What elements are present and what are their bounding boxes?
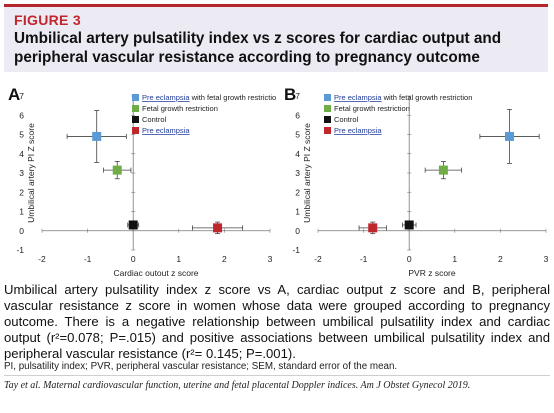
panel-letter: A: [8, 85, 20, 104]
x-tick-label: 0: [131, 254, 136, 264]
y-tick-label: 3: [19, 168, 24, 178]
x-axis-title: Cardiac outout z score: [113, 268, 198, 278]
data-point: [505, 131, 515, 141]
data-point: [404, 220, 414, 230]
legend-swatch: [132, 94, 139, 101]
figure-header: FIGURE 3 Umbilical artery pulsatility in…: [4, 4, 548, 72]
caption-text: Umbilical artery pulsatility index z sco…: [4, 282, 550, 361]
legend-swatch: [324, 127, 331, 134]
x-axis-title: PVR z score: [408, 268, 456, 278]
x-tick-label: 2: [498, 254, 503, 264]
legend-swatch: [132, 116, 139, 123]
y-tick-label: 1: [19, 207, 24, 217]
legend-label: Fetal growth restriction: [334, 104, 410, 113]
y-tick-label: -1: [16, 245, 24, 255]
legend-swatch: [324, 94, 331, 101]
x-tick-label: 2: [222, 254, 227, 264]
panel-letter: B: [284, 85, 296, 104]
y-axis-title: Umbilical artery PI Z score: [302, 123, 312, 223]
x-tick-label: -1: [360, 254, 368, 264]
x-tick-label: 1: [452, 254, 457, 264]
figure-title: Umbilical artery pulsatility index vs z …: [14, 30, 502, 66]
y-tick-label: 6: [19, 110, 24, 120]
figure-label: FIGURE 3: [14, 12, 81, 28]
y-tick-label: 6: [295, 110, 300, 120]
divider: [4, 375, 550, 376]
data-point: [368, 223, 378, 233]
y-tick-label: 4: [295, 149, 300, 159]
legend-label: Pre eclampsia with fetal growth restrict…: [334, 93, 472, 102]
x-tick-label: 3: [544, 254, 549, 264]
data-point: [213, 223, 223, 233]
y-tick-label: 5: [19, 130, 24, 140]
data-point: [438, 165, 448, 175]
figure-caption: Umbilical artery pulsatility index z sco…: [4, 282, 550, 362]
legend-swatch: [132, 105, 139, 112]
y-tick-label: 0: [19, 226, 24, 236]
citation: Tay et al. Maternal cardiovascular funct…: [4, 380, 471, 391]
abbreviations: PI, pulsatility index; PVR, peripheral v…: [4, 361, 398, 372]
y-tick-label: 7: [295, 91, 300, 101]
data-point: [92, 131, 102, 141]
legend-swatch: [324, 105, 331, 112]
legend-label: Pre eclampsia: [334, 126, 382, 135]
data-point: [112, 165, 122, 175]
chart-panel-a: A -1 0 1 2 3 4 5 6 7 -2 -1 0 1 2 3 Cardiac outout z scor…: [8, 85, 276, 278]
legend-label: Pre eclampsia with fetal growth restrict…: [142, 93, 276, 102]
y-tick-label: 5: [295, 130, 300, 140]
y-tick-label: 3: [295, 168, 300, 178]
y-tick-label: 4: [19, 149, 24, 159]
y-tick-label: 1: [295, 207, 300, 217]
x-tick-label: 0: [407, 254, 412, 264]
x-tick-label: -2: [38, 254, 46, 264]
y-tick-label: 2: [295, 187, 300, 197]
legend-label: Control: [334, 115, 359, 124]
legend-swatch: [324, 116, 331, 123]
y-axis-title: Umbilical artery PI Z score: [26, 123, 36, 223]
y-tick-label: 0: [295, 226, 300, 236]
chart-panel-b: B -1 0 1 2 3 4 5 6 7 -2 -1 0 1 2 3 PVR z score Umbilical …: [284, 85, 549, 278]
x-tick-label: 3: [268, 254, 273, 264]
data-point: [128, 220, 138, 230]
y-tick-label: -1: [292, 245, 300, 255]
y-tick-label: 7: [19, 91, 24, 101]
x-tick-label: -1: [84, 254, 92, 264]
legend-label: Fetal growth restriction: [142, 104, 218, 113]
legend-swatch: [132, 127, 139, 134]
legend-label: Control: [142, 115, 167, 124]
x-tick-label: -2: [314, 254, 322, 264]
legend-label: Pre eclampsia: [142, 126, 190, 135]
y-tick-label: 2: [19, 187, 24, 197]
x-tick-label: 1: [176, 254, 181, 264]
